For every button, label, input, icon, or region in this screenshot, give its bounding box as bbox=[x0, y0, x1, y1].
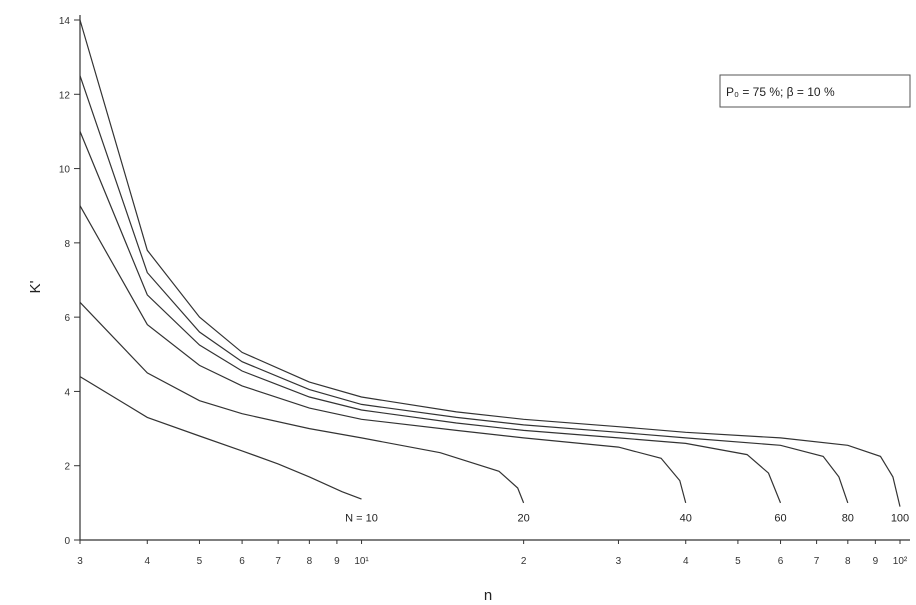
x-tick-label: 7 bbox=[814, 556, 820, 567]
curve-line bbox=[79, 75, 849, 504]
legend-box: P₀ = 75 %; β = 10 % bbox=[719, 74, 911, 108]
x-tick-label: 10² bbox=[893, 556, 908, 567]
y-tick-label: 4 bbox=[64, 387, 70, 398]
y-tick-label: 0 bbox=[64, 536, 70, 547]
curve-label: 80 bbox=[842, 513, 854, 525]
curves bbox=[79, 19, 901, 507]
curve-line bbox=[79, 376, 362, 500]
curve-label: N = 10 bbox=[345, 513, 378, 525]
curve-label: 100 bbox=[891, 513, 909, 525]
y-tick-label: 10 bbox=[59, 165, 71, 176]
curve-labels: N = 10 20 40 60 80 100 bbox=[345, 513, 909, 525]
x-tick-label: 3 bbox=[77, 556, 83, 567]
x-ticks: 3 4 5 6 7 8 9 10¹ 2 3 4 5 6 7 8 9 10² bbox=[77, 540, 908, 567]
x-axis-title: n bbox=[484, 587, 492, 604]
x-tick-label: 4 bbox=[683, 556, 689, 567]
x-tick-label: 6 bbox=[239, 556, 245, 567]
x-tick-label: 4 bbox=[144, 556, 150, 567]
y-ticks: 0 2 4 6 8 10 12 14 bbox=[59, 16, 80, 547]
x-tick-label: 5 bbox=[197, 556, 203, 567]
x-tick-label: 2 bbox=[521, 556, 527, 567]
y-axis-title: K' bbox=[27, 280, 44, 293]
x-tick-label: 3 bbox=[616, 556, 622, 567]
curve-label: 20 bbox=[518, 513, 530, 525]
x-tick-label: 6 bbox=[778, 556, 784, 567]
x-tick-label: 9 bbox=[334, 556, 340, 567]
x-tick-label: 5 bbox=[735, 556, 741, 567]
curve-label: 60 bbox=[774, 513, 786, 525]
y-tick-label: 12 bbox=[59, 90, 71, 101]
curve-line bbox=[79, 205, 687, 504]
x-tick-label: 9 bbox=[873, 556, 879, 567]
legend-text: P₀ = 75 %; β = 10 % bbox=[726, 85, 835, 99]
x-tick-label: 8 bbox=[307, 556, 313, 567]
y-tick-label: 2 bbox=[64, 462, 70, 473]
curve-line bbox=[79, 131, 782, 504]
curve-line bbox=[79, 301, 525, 504]
curve-line bbox=[79, 19, 901, 507]
axes bbox=[79, 15, 910, 541]
x-tick-label: 7 bbox=[275, 556, 281, 567]
x-tick-label: 8 bbox=[845, 556, 851, 567]
y-tick-label: 8 bbox=[64, 239, 70, 250]
curve-label: 40 bbox=[680, 513, 692, 525]
x-tick-label: 10¹ bbox=[354, 556, 369, 567]
y-tick-label: 14 bbox=[59, 16, 71, 27]
y-tick-label: 6 bbox=[64, 313, 70, 324]
